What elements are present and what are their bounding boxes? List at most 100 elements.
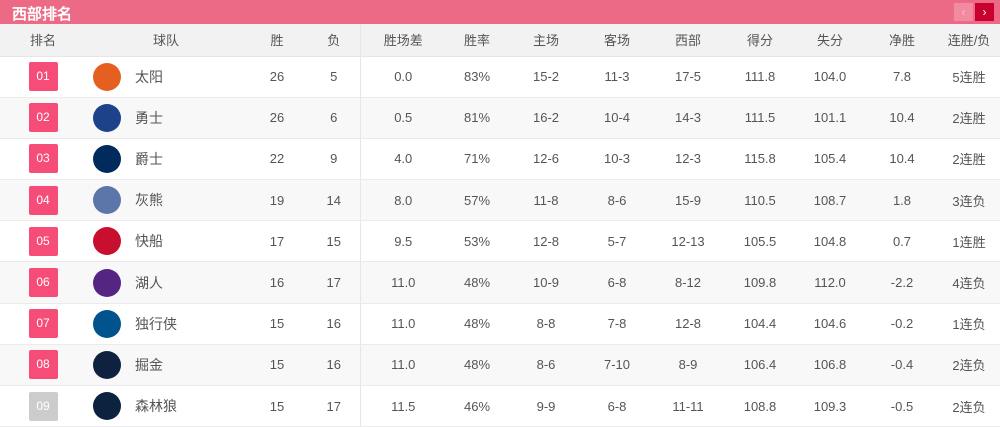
win-pct-cell: 53% [446, 220, 508, 263]
team-cell[interactable]: 灰熊 [86, 179, 246, 222]
column-header-rank: 排名 [0, 24, 86, 57]
points-for-cell: 110.5 [726, 179, 794, 222]
away-cell: 8-6 [584, 179, 650, 222]
point-diff-cell: 10.4 [866, 97, 938, 139]
team-name[interactable]: 森林狼 [135, 398, 177, 415]
losses-cell: 6 [308, 97, 360, 139]
streak-cell: 2连负 [938, 385, 1000, 427]
table-row[interactable]: 09 森林狼 15 17 11.5 46% 9-9 6-8 11-11 108.8 109.3 -0.… [0, 385, 1000, 427]
table-row[interactable]: 06 湖人 16 17 11.0 48% 10-9 6-8 8-12 109.8 112.0 -2.2… [0, 261, 1000, 304]
losses-cell: 16 [308, 344, 360, 387]
team-name[interactable]: 勇士 [135, 109, 163, 126]
table-row[interactable]: 02 勇士 26 6 0.5 81% 16-2 10-4 14-3 111.5 101.1 10.4 2… [0, 97, 1000, 139]
column-header-home: 主场 [508, 24, 584, 57]
column-header-games-behind: 胜场差 [359, 24, 446, 57]
win-pct-cell: 81% [446, 97, 508, 139]
points-for-cell: 111.5 [726, 97, 794, 139]
team-cell[interactable]: 森林狼 [86, 385, 246, 427]
losses-cell: 15 [308, 220, 360, 263]
mavericks-logo-icon [93, 309, 121, 338]
rank-badge: 05 [28, 226, 58, 256]
point-diff-cell: 7.8 [866, 56, 938, 98]
win-pct-cell: 83% [446, 56, 508, 98]
conference-cell: 8-12 [650, 261, 726, 304]
table-row[interactable]: 01 太阳 26 5 0.0 83% 15-2 11-3 17-5 111.8 104.0 7.8 5连… [0, 56, 1000, 98]
team-name[interactable]: 灰熊 [135, 192, 163, 209]
losses-cell: 14 [308, 179, 360, 222]
column-header-points-for: 得分 [726, 24, 794, 57]
rank-badge: 07 [28, 309, 58, 339]
home-cell: 15-2 [508, 56, 584, 98]
table-row[interactable]: 08 掘金 15 16 11.0 48% 8-6 7-10 8-9 106.4 106.8 -0.4 2… [0, 344, 1000, 387]
points-for-cell: 106.4 [726, 344, 794, 387]
rank-badge: 01 [28, 62, 58, 92]
points-for-cell: 108.8 [726, 385, 794, 427]
team-name[interactable]: 掘金 [135, 356, 163, 373]
rank-badge: 04 [28, 185, 58, 215]
losses-cell: 17 [308, 261, 360, 304]
conference-cell: 8-9 [650, 344, 726, 387]
table-row[interactable]: 07 独行侠 15 16 11.0 48% 8-8 7-8 12-8 104.4 104.6 -0.2… [0, 303, 1000, 345]
home-cell: 8-6 [508, 344, 584, 387]
conference-cell: 17-5 [650, 56, 726, 98]
points-against-cell: 108.7 [794, 179, 866, 222]
wins-cell: 26 [246, 97, 308, 139]
table-header-row: 排名 球队胜负胜场差 胜率 主场 客场 西部 得分 失分 净胜 连胜/负 [0, 24, 1000, 57]
table-row[interactable]: 05 快船 17 15 9.5 53% 12-8 5-7 12-13 105.5 104.8 0.7 1… [0, 220, 1000, 263]
team-name[interactable]: 快船 [135, 233, 163, 250]
team-cell[interactable]: 掘金 [86, 344, 246, 387]
column-header-losses: 负 [308, 24, 360, 57]
points-against-cell: 101.1 [794, 97, 866, 139]
table-row[interactable]: 04 灰熊 19 14 8.0 57% 11-8 8-6 15-9 110.5 108.7 1.8 3连… [0, 179, 1000, 222]
conference-cell: 12-3 [650, 138, 726, 181]
streak-cell: 3连负 [938, 179, 1000, 222]
rank-badge: 08 [28, 350, 58, 380]
points-against-cell: 112.0 [794, 261, 866, 304]
team-cell[interactable]: 太阳 [86, 56, 246, 98]
team-cell[interactable]: 爵士 [86, 138, 246, 181]
rank-cell: 02 [0, 97, 86, 139]
wins-cell: 15 [246, 385, 308, 427]
away-cell: 10-3 [584, 138, 650, 181]
timberwolves-logo-icon [93, 392, 121, 421]
column-header-win-pct: 胜率 [446, 24, 508, 57]
win-pct-cell: 48% [446, 261, 508, 304]
games-behind-cell: 4.0 [359, 138, 446, 181]
rank-badge: 03 [28, 144, 58, 174]
team-cell[interactable]: 湖人 [86, 261, 246, 304]
games-behind-cell: 8.0 [359, 179, 446, 222]
streak-cell: 1连负 [938, 303, 1000, 345]
table-row[interactable]: 03 爵士 22 9 4.0 71% 12-6 10-3 12-3 115.8 105.4 10.4 2… [0, 138, 1000, 181]
points-for-cell: 111.8 [726, 56, 794, 98]
prev-page-button[interactable]: ‹ [954, 3, 973, 21]
team-name[interactable]: 太阳 [135, 68, 163, 85]
home-cell: 10-9 [508, 261, 584, 304]
rank-cell: 04 [0, 179, 86, 222]
section-title: 西部排名 [12, 6, 73, 23]
rank-cell: 05 [0, 220, 86, 263]
rank-cell: 07 [0, 303, 86, 345]
point-diff-cell: -0.4 [866, 344, 938, 387]
wins-cell: 15 [246, 303, 308, 345]
games-behind-cell: 0.0 [359, 56, 446, 98]
team-cell[interactable]: 独行侠 [86, 303, 246, 345]
team-name[interactable]: 独行侠 [135, 315, 177, 332]
conference-cell: 15-9 [650, 179, 726, 222]
team-name[interactable]: 湖人 [135, 274, 163, 291]
column-header-points-against: 失分 [794, 24, 866, 57]
conference-cell: 12-13 [650, 220, 726, 263]
games-behind-cell: 11.0 [359, 303, 446, 345]
team-name[interactable]: 爵士 [135, 150, 163, 167]
team-cell[interactable]: 快船 [86, 220, 246, 263]
points-for-cell: 104.4 [726, 303, 794, 345]
games-behind-cell: 11.5 [359, 385, 446, 427]
rank-cell: 03 [0, 138, 86, 181]
away-cell: 5-7 [584, 220, 650, 263]
team-cell[interactable]: 勇士 [86, 97, 246, 139]
away-cell: 11-3 [584, 56, 650, 98]
wins-cell: 26 [246, 56, 308, 98]
games-behind-cell: 0.5 [359, 97, 446, 139]
next-page-button[interactable]: › [975, 3, 994, 21]
win-pct-cell: 46% [446, 385, 508, 427]
nuggets-logo-icon [93, 350, 121, 379]
